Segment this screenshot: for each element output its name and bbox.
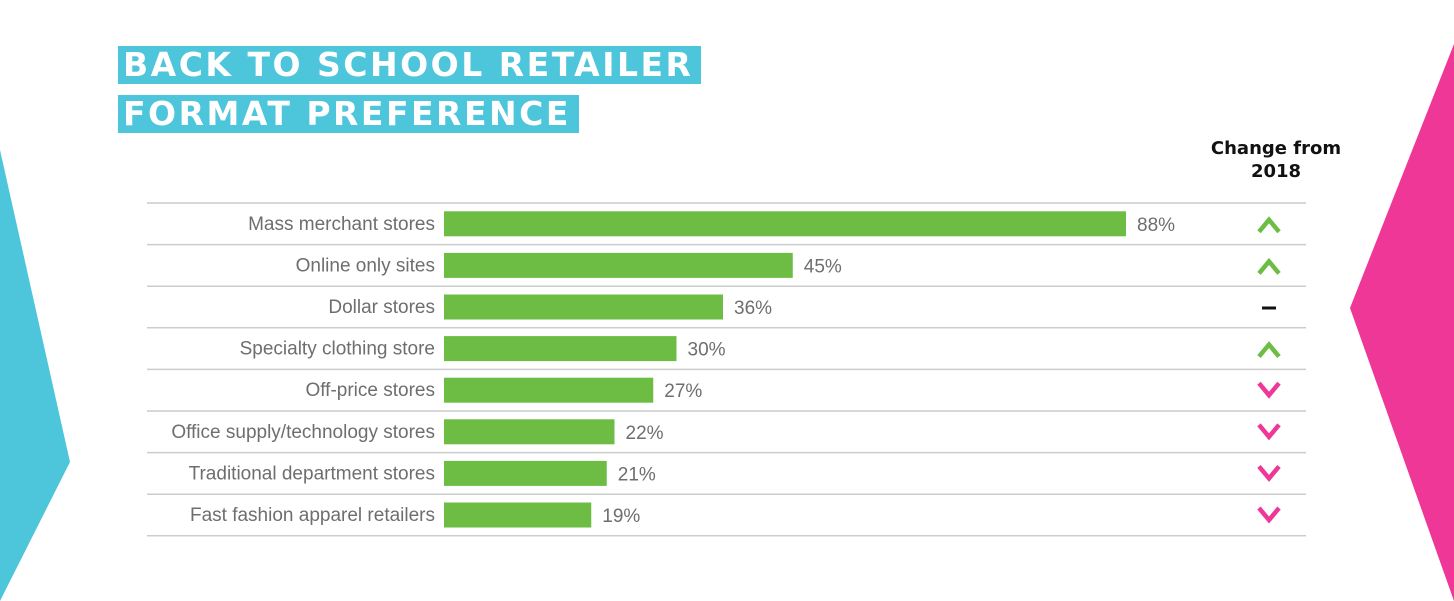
bar xyxy=(444,419,615,445)
chart-title-line-2: FORMAT PREFERENCE xyxy=(118,95,579,133)
value-label: 36% xyxy=(734,298,772,319)
left-cyan-triangle xyxy=(0,150,70,601)
bar xyxy=(444,336,677,362)
change-down-arrow-icon xyxy=(1257,381,1281,399)
change-up-arrow-icon xyxy=(1257,341,1281,359)
bar xyxy=(444,502,592,528)
category-label: Online only sites xyxy=(296,255,435,276)
change-down-arrow-icon xyxy=(1257,464,1281,482)
category-label: Dollar stores xyxy=(328,297,435,318)
bar xyxy=(444,252,793,278)
value-label: 19% xyxy=(602,506,640,527)
change-up-arrow-icon xyxy=(1257,257,1281,275)
value-label: 88% xyxy=(1137,215,1175,236)
change-column-header: Change from 2018 xyxy=(1196,137,1356,183)
change-down-arrow-icon xyxy=(1257,506,1281,524)
right-pink-triangle xyxy=(1350,44,1454,601)
category-label: Mass merchant stores xyxy=(248,214,435,235)
value-label: 27% xyxy=(664,381,702,402)
bar xyxy=(444,294,723,320)
category-label: Specialty clothing store xyxy=(240,339,435,360)
category-label: Traditional department stores xyxy=(189,463,435,484)
bar xyxy=(444,211,1126,237)
value-label: 22% xyxy=(626,423,664,444)
value-label: 45% xyxy=(804,256,842,277)
category-label: Off-price stores xyxy=(305,380,435,401)
change-header-line-2: 2018 xyxy=(1250,161,1302,182)
category-label: Office supply/technology stores xyxy=(171,422,435,443)
change-down-arrow-icon xyxy=(1257,423,1281,441)
value-label: 30% xyxy=(688,340,726,361)
bar xyxy=(444,377,654,403)
change-header-line-1: Change from xyxy=(1210,138,1342,159)
chart-title-line-1: BACK TO SCHOOL RETAILER xyxy=(118,46,702,84)
value-label: 21% xyxy=(618,464,656,485)
category-label: Fast fashion apparel retailers xyxy=(190,505,435,526)
change-up-arrow-icon xyxy=(1257,216,1281,234)
bar xyxy=(444,460,607,486)
